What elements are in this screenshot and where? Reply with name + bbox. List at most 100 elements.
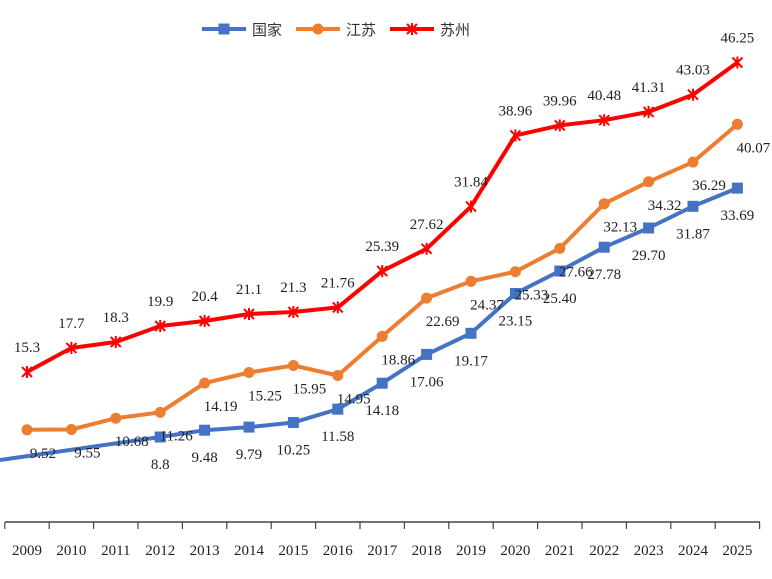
data-label: 9.55 — [74, 446, 100, 462]
circle-marker — [465, 275, 477, 287]
square-marker — [554, 265, 566, 277]
data-point — [598, 241, 610, 253]
data-point — [687, 88, 699, 101]
series-2: 15.3 17.7 18.3 19.9 20.4 21.1 21.3 21.76 25.39 27… — [14, 31, 754, 378]
data-label: 27.62 — [410, 217, 444, 233]
data-point — [554, 265, 566, 277]
star-marker — [154, 320, 166, 332]
x-tick-label: 2012 — [145, 543, 175, 559]
data-point — [376, 330, 388, 342]
data-point — [598, 114, 610, 127]
x-axis: 2009 2010 2011 2012 2013 2014 2015 2016 2017 2018… — [4, 521, 761, 559]
series-1: 9.52 9.55 10.68 11.26 14.19 15.25 15.95 14.95 18… — [21, 118, 771, 462]
star-marker — [21, 366, 33, 378]
data-label: 40.48 — [587, 88, 621, 104]
star-marker — [554, 119, 566, 132]
x-tick-label: 2014 — [234, 543, 265, 559]
data-point — [554, 119, 566, 132]
star-marker — [287, 306, 300, 318]
legend: 国家 江苏 苏州 — [202, 21, 470, 39]
data-label: 15.95 — [293, 382, 327, 398]
data-point — [332, 301, 344, 314]
circle-marker — [421, 292, 433, 304]
data-label: 27.78 — [587, 267, 621, 283]
star-marker — [406, 23, 418, 35]
data-label: 31.87 — [676, 226, 710, 242]
circle-marker — [687, 156, 699, 168]
series-layer: 8.8 9.48 9.79 10.25 11.58 14.18 17.06 19.17 23.1… — [0, 31, 771, 473]
data-point — [598, 198, 610, 210]
data-point — [731, 182, 743, 194]
data-point — [287, 306, 300, 318]
data-point — [199, 424, 211, 436]
data-label: 31.84 — [454, 175, 488, 191]
circle-marker — [287, 360, 299, 371]
square-marker — [643, 222, 655, 234]
data-label: 27.66 — [559, 264, 593, 280]
data-point — [465, 327, 477, 339]
data-point — [243, 421, 255, 433]
x-tick-label: 2023 — [634, 543, 664, 559]
x-tick-label: 2022 — [589, 543, 619, 559]
legend-item-2: 苏州 — [390, 21, 470, 39]
star-marker — [198, 315, 211, 327]
data-label: 9.48 — [191, 450, 217, 466]
square-marker — [218, 23, 230, 35]
data-point — [554, 242, 566, 254]
data-point — [687, 156, 699, 168]
x-tick-label: 2009 — [12, 543, 42, 559]
data-label: 9.52 — [30, 446, 56, 462]
data-point — [420, 242, 433, 255]
data-point — [376, 265, 388, 278]
x-tick-label: 2015 — [278, 543, 308, 559]
circle-marker — [332, 370, 344, 381]
star-marker — [376, 265, 388, 278]
circle-marker — [154, 406, 166, 418]
data-label: 17.06 — [410, 374, 444, 390]
star-marker — [687, 88, 699, 101]
square-marker — [465, 327, 477, 339]
data-label: 25.33 — [515, 288, 549, 304]
x-tick-label: 2017 — [367, 543, 398, 559]
data-label: 41.31 — [632, 80, 666, 96]
data-label: 24.37 — [470, 297, 504, 313]
data-point — [154, 431, 166, 443]
data-point — [332, 370, 344, 381]
data-point — [199, 377, 211, 389]
star-marker — [731, 56, 744, 69]
data-label: 19.9 — [147, 294, 173, 310]
x-tick-label: 2010 — [56, 543, 86, 559]
data-point — [643, 176, 655, 188]
data-point — [65, 342, 78, 354]
series-line — [26, 60, 739, 374]
circle-marker — [243, 367, 255, 378]
data-label: 14.18 — [365, 403, 399, 419]
data-label: 32.13 — [603, 220, 637, 236]
data-point — [65, 424, 77, 435]
data-label: 18.86 — [381, 352, 415, 368]
star-marker — [332, 301, 344, 314]
square-marker — [687, 200, 699, 212]
square-marker — [509, 288, 521, 299]
data-point — [332, 403, 344, 415]
x-tick-label: 2025 — [722, 543, 752, 559]
square-marker — [332, 403, 344, 415]
square-marker — [598, 241, 610, 253]
data-point — [243, 367, 255, 378]
data-label: 25.39 — [365, 239, 399, 255]
data-point — [731, 56, 744, 69]
data-label: 10.25 — [277, 443, 311, 459]
square-marker — [243, 421, 255, 433]
circle-marker — [598, 198, 610, 210]
data-label: 8.8 — [151, 457, 170, 473]
data-label: 20.4 — [191, 289, 218, 305]
data-label: 22.69 — [426, 314, 460, 330]
data-label: 33.69 — [721, 208, 755, 224]
data-point — [21, 424, 33, 436]
data-label: 43.03 — [676, 63, 710, 79]
data-point — [509, 288, 521, 299]
star-marker — [243, 308, 255, 320]
data-point — [642, 105, 655, 118]
square-marker — [287, 417, 299, 428]
